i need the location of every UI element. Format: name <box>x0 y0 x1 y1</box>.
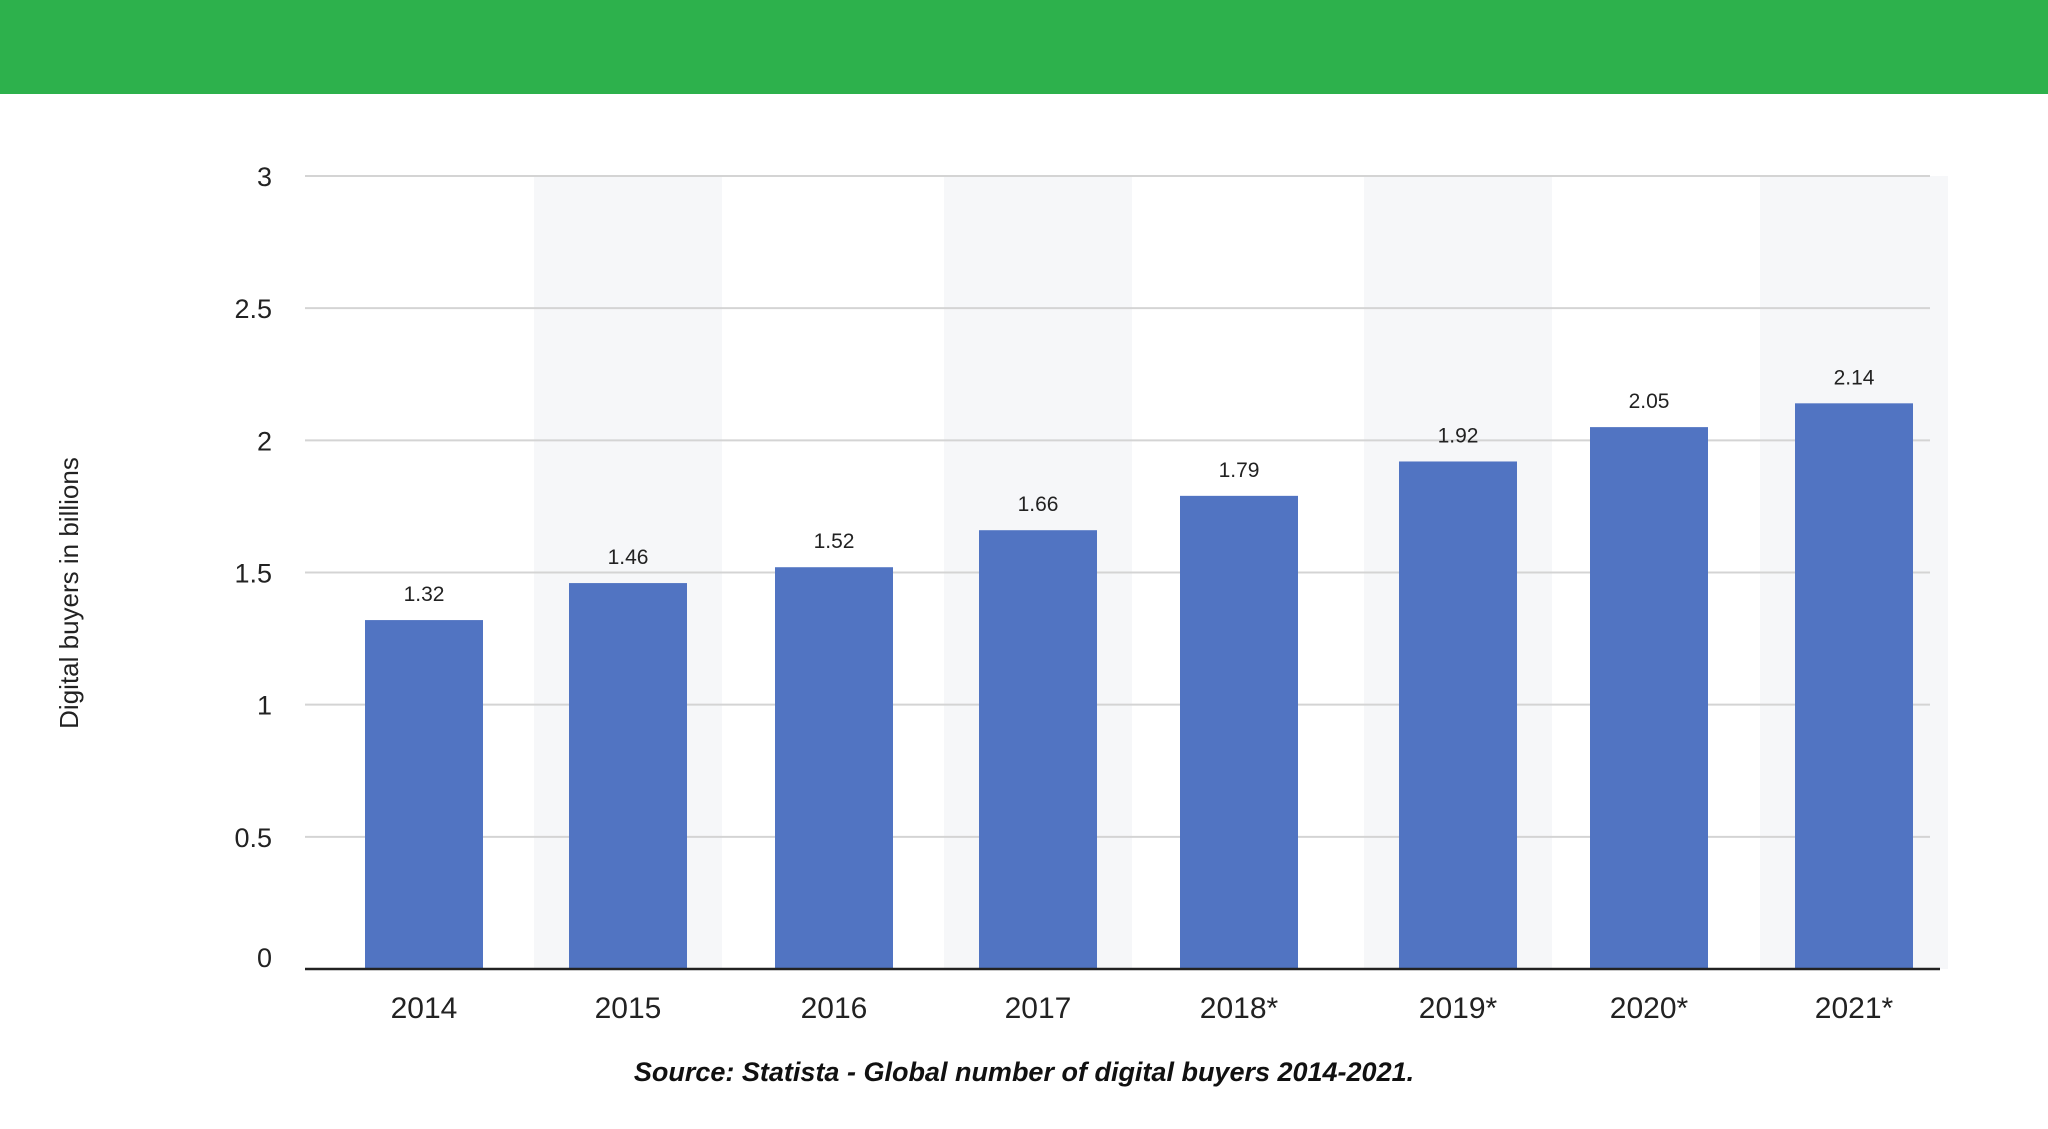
x-tick-label: 2017 <box>1005 992 1072 1025</box>
bar <box>1590 427 1708 969</box>
bar-value-label: 1.32 <box>404 583 445 606</box>
bar <box>569 583 687 969</box>
y-tick-label: 1.5 <box>234 559 272 589</box>
bar <box>1180 495 1298 969</box>
bar-value-label: 1.79 <box>1219 459 1260 482</box>
bar <box>1795 403 1913 969</box>
source-caption: Source: Statista - Global number of digi… <box>633 1057 1415 1087</box>
top-banner <box>0 0 2048 94</box>
y-tick-label: 0 <box>257 943 272 973</box>
y-axis-title: Digital buyers in billions <box>54 457 84 729</box>
x-tick-label: 2018* <box>1200 992 1279 1025</box>
bar <box>979 530 1097 969</box>
x-tick-label: 2014 <box>391 992 458 1025</box>
x-tick-label: 2016 <box>801 992 868 1025</box>
x-tick-label: 2015 <box>595 992 662 1025</box>
bar-value-label: 2.05 <box>1629 390 1670 413</box>
bar-value-label: 2.14 <box>1834 366 1875 389</box>
bar <box>365 620 483 969</box>
y-tick-label: 3 <box>257 162 272 192</box>
x-tick-label: 2021* <box>1815 992 1894 1025</box>
y-tick-label: 0.5 <box>234 823 272 853</box>
bar <box>775 567 893 969</box>
x-tick-label: 2019* <box>1419 992 1498 1025</box>
y-tick-label: 2.5 <box>234 294 272 324</box>
bar-value-label: 1.66 <box>1018 493 1059 516</box>
y-tick-label: 1 <box>257 691 272 721</box>
bar-value-label: 1.52 <box>814 530 855 553</box>
bar <box>1399 461 1517 969</box>
x-tick-label: 2020* <box>1610 992 1689 1025</box>
y-tick-label: 2 <box>257 426 272 456</box>
bar-value-label: 1.92 <box>1438 424 1479 447</box>
bar-value-label: 1.46 <box>608 546 649 569</box>
